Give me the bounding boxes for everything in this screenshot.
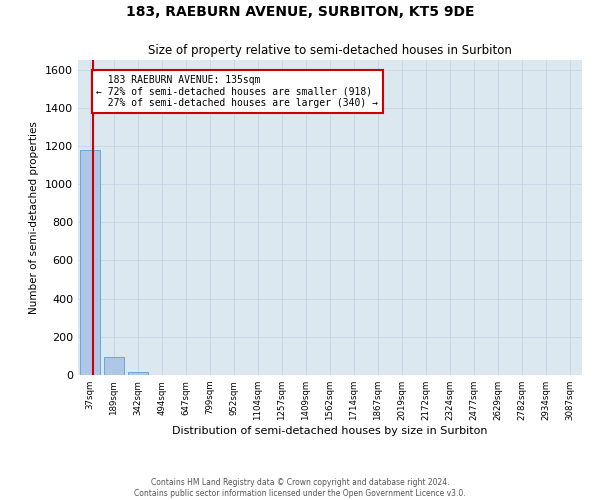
Bar	[104, 357, 124, 375]
Text: Contains HM Land Registry data © Crown copyright and database right 2024.
Contai: Contains HM Land Registry data © Crown c…	[134, 478, 466, 498]
Text: 183, RAEBURN AVENUE, SURBITON, KT5 9DE: 183, RAEBURN AVENUE, SURBITON, KT5 9DE	[126, 5, 474, 19]
Y-axis label: Number of semi-detached properties: Number of semi-detached properties	[29, 121, 40, 314]
Bar	[80, 150, 100, 375]
Bar	[128, 372, 148, 375]
Title: Size of property relative to semi-detached houses in Surbiton: Size of property relative to semi-detach…	[148, 44, 512, 58]
Text: 183 RAEBURN AVENUE: 135sqm
← 72% of semi-detached houses are smaller (918)
  27%: 183 RAEBURN AVENUE: 135sqm ← 72% of semi…	[97, 76, 379, 108]
X-axis label: Distribution of semi-detached houses by size in Surbiton: Distribution of semi-detached houses by …	[172, 426, 488, 436]
